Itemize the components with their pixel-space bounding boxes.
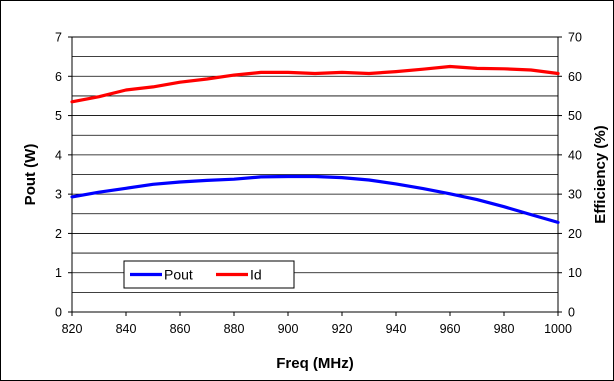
x-tick-label: 900	[278, 322, 299, 336]
y2-tick-label: 50	[568, 109, 582, 123]
y2-tick-label: 30	[568, 188, 582, 202]
y2-tick-label: 20	[568, 227, 582, 241]
x-tick-label: 980	[494, 322, 515, 336]
y-tick-label: 5	[55, 109, 62, 123]
y-tick-label: 4	[55, 148, 62, 162]
x-axis-title: Freq (MHz)	[276, 355, 354, 372]
y2-tick-label: 60	[568, 70, 582, 84]
y2-tick-label: 40	[568, 148, 582, 162]
y-tick-label: 2	[55, 227, 62, 241]
x-tick-label: 880	[224, 322, 245, 336]
series-line-id	[70, 64, 560, 104]
y-tick-label: 3	[55, 188, 62, 202]
y-axis-left: 0 1 2 3 4 5 6 7	[55, 31, 72, 320]
x-tick-label: 940	[386, 322, 407, 336]
series-lines	[70, 64, 560, 224]
legend-label-id: Id	[250, 267, 262, 283]
legend: Pout Id	[123, 260, 295, 289]
x-tick-label: 860	[170, 322, 191, 336]
y-axis-left-title: Pout (W)	[22, 144, 39, 206]
y-tick-label: 7	[55, 31, 62, 45]
y-axis-right-title: Efficiency (%)	[592, 125, 609, 223]
y-tick-label: 1	[55, 266, 62, 280]
plot-area	[71, 36, 559, 313]
series-line-pout	[70, 174, 560, 224]
x-tick-label: 820	[62, 322, 83, 336]
y2-tick-label: 0	[568, 306, 575, 320]
legend-label-pout: Pout	[164, 267, 193, 283]
y2-tick-label: 10	[568, 266, 582, 280]
x-tick-label: 1000	[544, 322, 572, 336]
x-tick-label: 920	[332, 322, 353, 336]
x-tick-label: 840	[116, 322, 137, 336]
y-tick-label: 0	[55, 306, 62, 320]
grid-lines	[72, 56, 558, 293]
y-axis-right: 0 10 20 30 40 50 60 70	[558, 31, 582, 320]
y-tick-label: 6	[55, 70, 62, 84]
x-axis: 820 840 860 880 900 920 940 960 980 1000	[62, 312, 572, 336]
y2-tick-label: 70	[568, 31, 582, 45]
x-tick-label: 960	[440, 322, 461, 336]
